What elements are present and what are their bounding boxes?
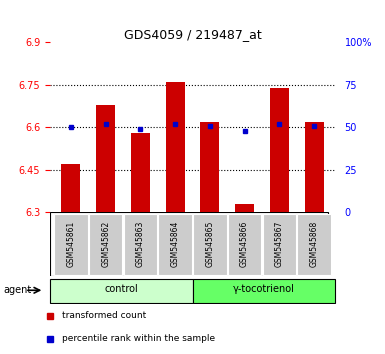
FancyBboxPatch shape bbox=[159, 214, 192, 275]
Text: GSM545868: GSM545868 bbox=[310, 221, 319, 267]
FancyBboxPatch shape bbox=[298, 214, 331, 275]
FancyBboxPatch shape bbox=[228, 214, 261, 275]
FancyBboxPatch shape bbox=[50, 212, 328, 276]
Text: percentile rank within the sample: percentile rank within the sample bbox=[62, 335, 215, 343]
Text: γ-tocotrienol: γ-tocotrienol bbox=[233, 284, 295, 294]
Bar bbox=[235, 204, 254, 212]
Bar bbox=[270, 88, 289, 212]
FancyBboxPatch shape bbox=[263, 214, 296, 275]
FancyBboxPatch shape bbox=[89, 214, 122, 275]
Text: GSM545865: GSM545865 bbox=[205, 221, 214, 268]
Text: GSM545864: GSM545864 bbox=[171, 221, 180, 268]
Text: GSM545861: GSM545861 bbox=[66, 221, 75, 267]
Text: control: control bbox=[104, 284, 138, 294]
FancyBboxPatch shape bbox=[193, 214, 226, 275]
Bar bbox=[131, 133, 150, 212]
Bar bbox=[96, 105, 115, 212]
Bar bbox=[61, 164, 80, 212]
FancyBboxPatch shape bbox=[54, 214, 87, 275]
FancyBboxPatch shape bbox=[50, 279, 192, 303]
Bar bbox=[166, 82, 185, 212]
Text: GSM545867: GSM545867 bbox=[275, 221, 284, 268]
Text: GSM545866: GSM545866 bbox=[240, 221, 249, 268]
Text: GSM545863: GSM545863 bbox=[136, 221, 145, 268]
Title: GDS4059 / 219487_at: GDS4059 / 219487_at bbox=[124, 28, 261, 41]
Bar bbox=[200, 122, 219, 212]
Bar bbox=[305, 122, 324, 212]
FancyBboxPatch shape bbox=[124, 214, 157, 275]
Text: transformed count: transformed count bbox=[62, 312, 146, 320]
Text: GSM545862: GSM545862 bbox=[101, 221, 110, 267]
FancyBboxPatch shape bbox=[192, 279, 335, 303]
Text: agent: agent bbox=[4, 285, 32, 295]
